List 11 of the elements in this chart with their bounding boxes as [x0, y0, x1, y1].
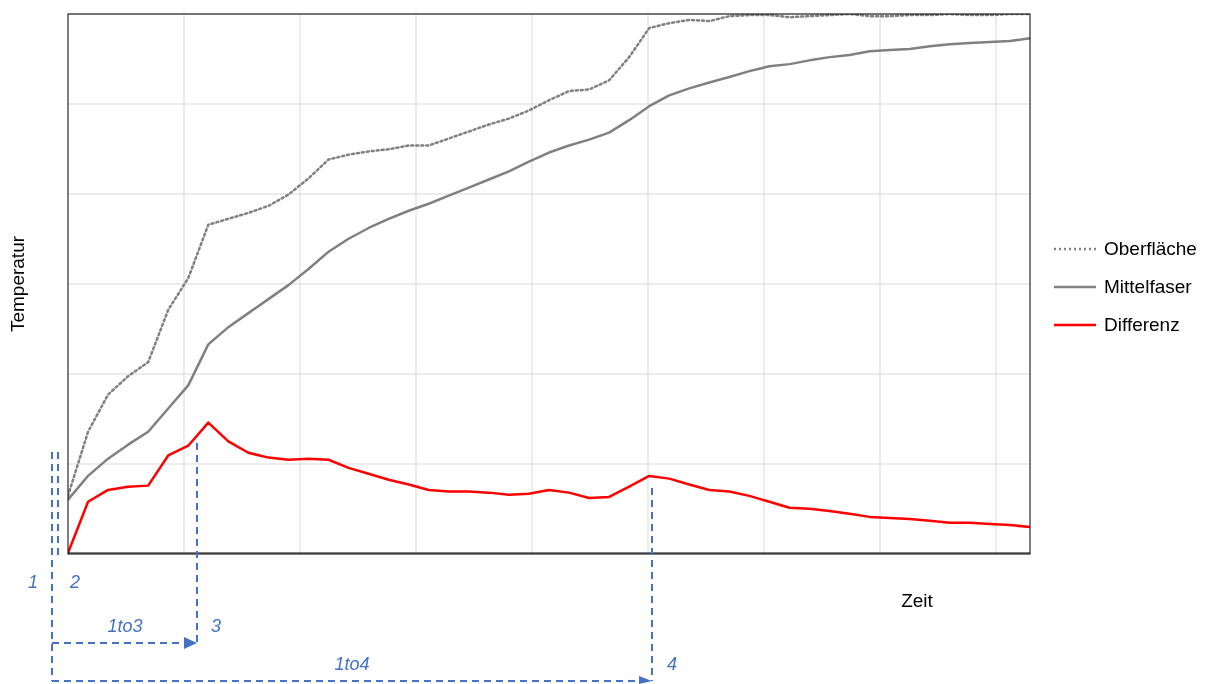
legend-label: Differenz — [1104, 314, 1180, 336]
x-axis-title: Zeit — [901, 590, 934, 611]
y-axis-title: Temperatur — [7, 235, 28, 333]
legend-label: Mittelfaser — [1104, 276, 1192, 298]
text: 1to4 — [334, 654, 370, 674]
text: 4 — [666, 654, 678, 674]
legend-label: Oberfläche — [1104, 238, 1197, 260]
text: 2 — [68, 572, 81, 592]
text: 1to3 — [107, 616, 143, 636]
text: 1 — [27, 572, 39, 592]
text: 3 — [210, 616, 222, 636]
